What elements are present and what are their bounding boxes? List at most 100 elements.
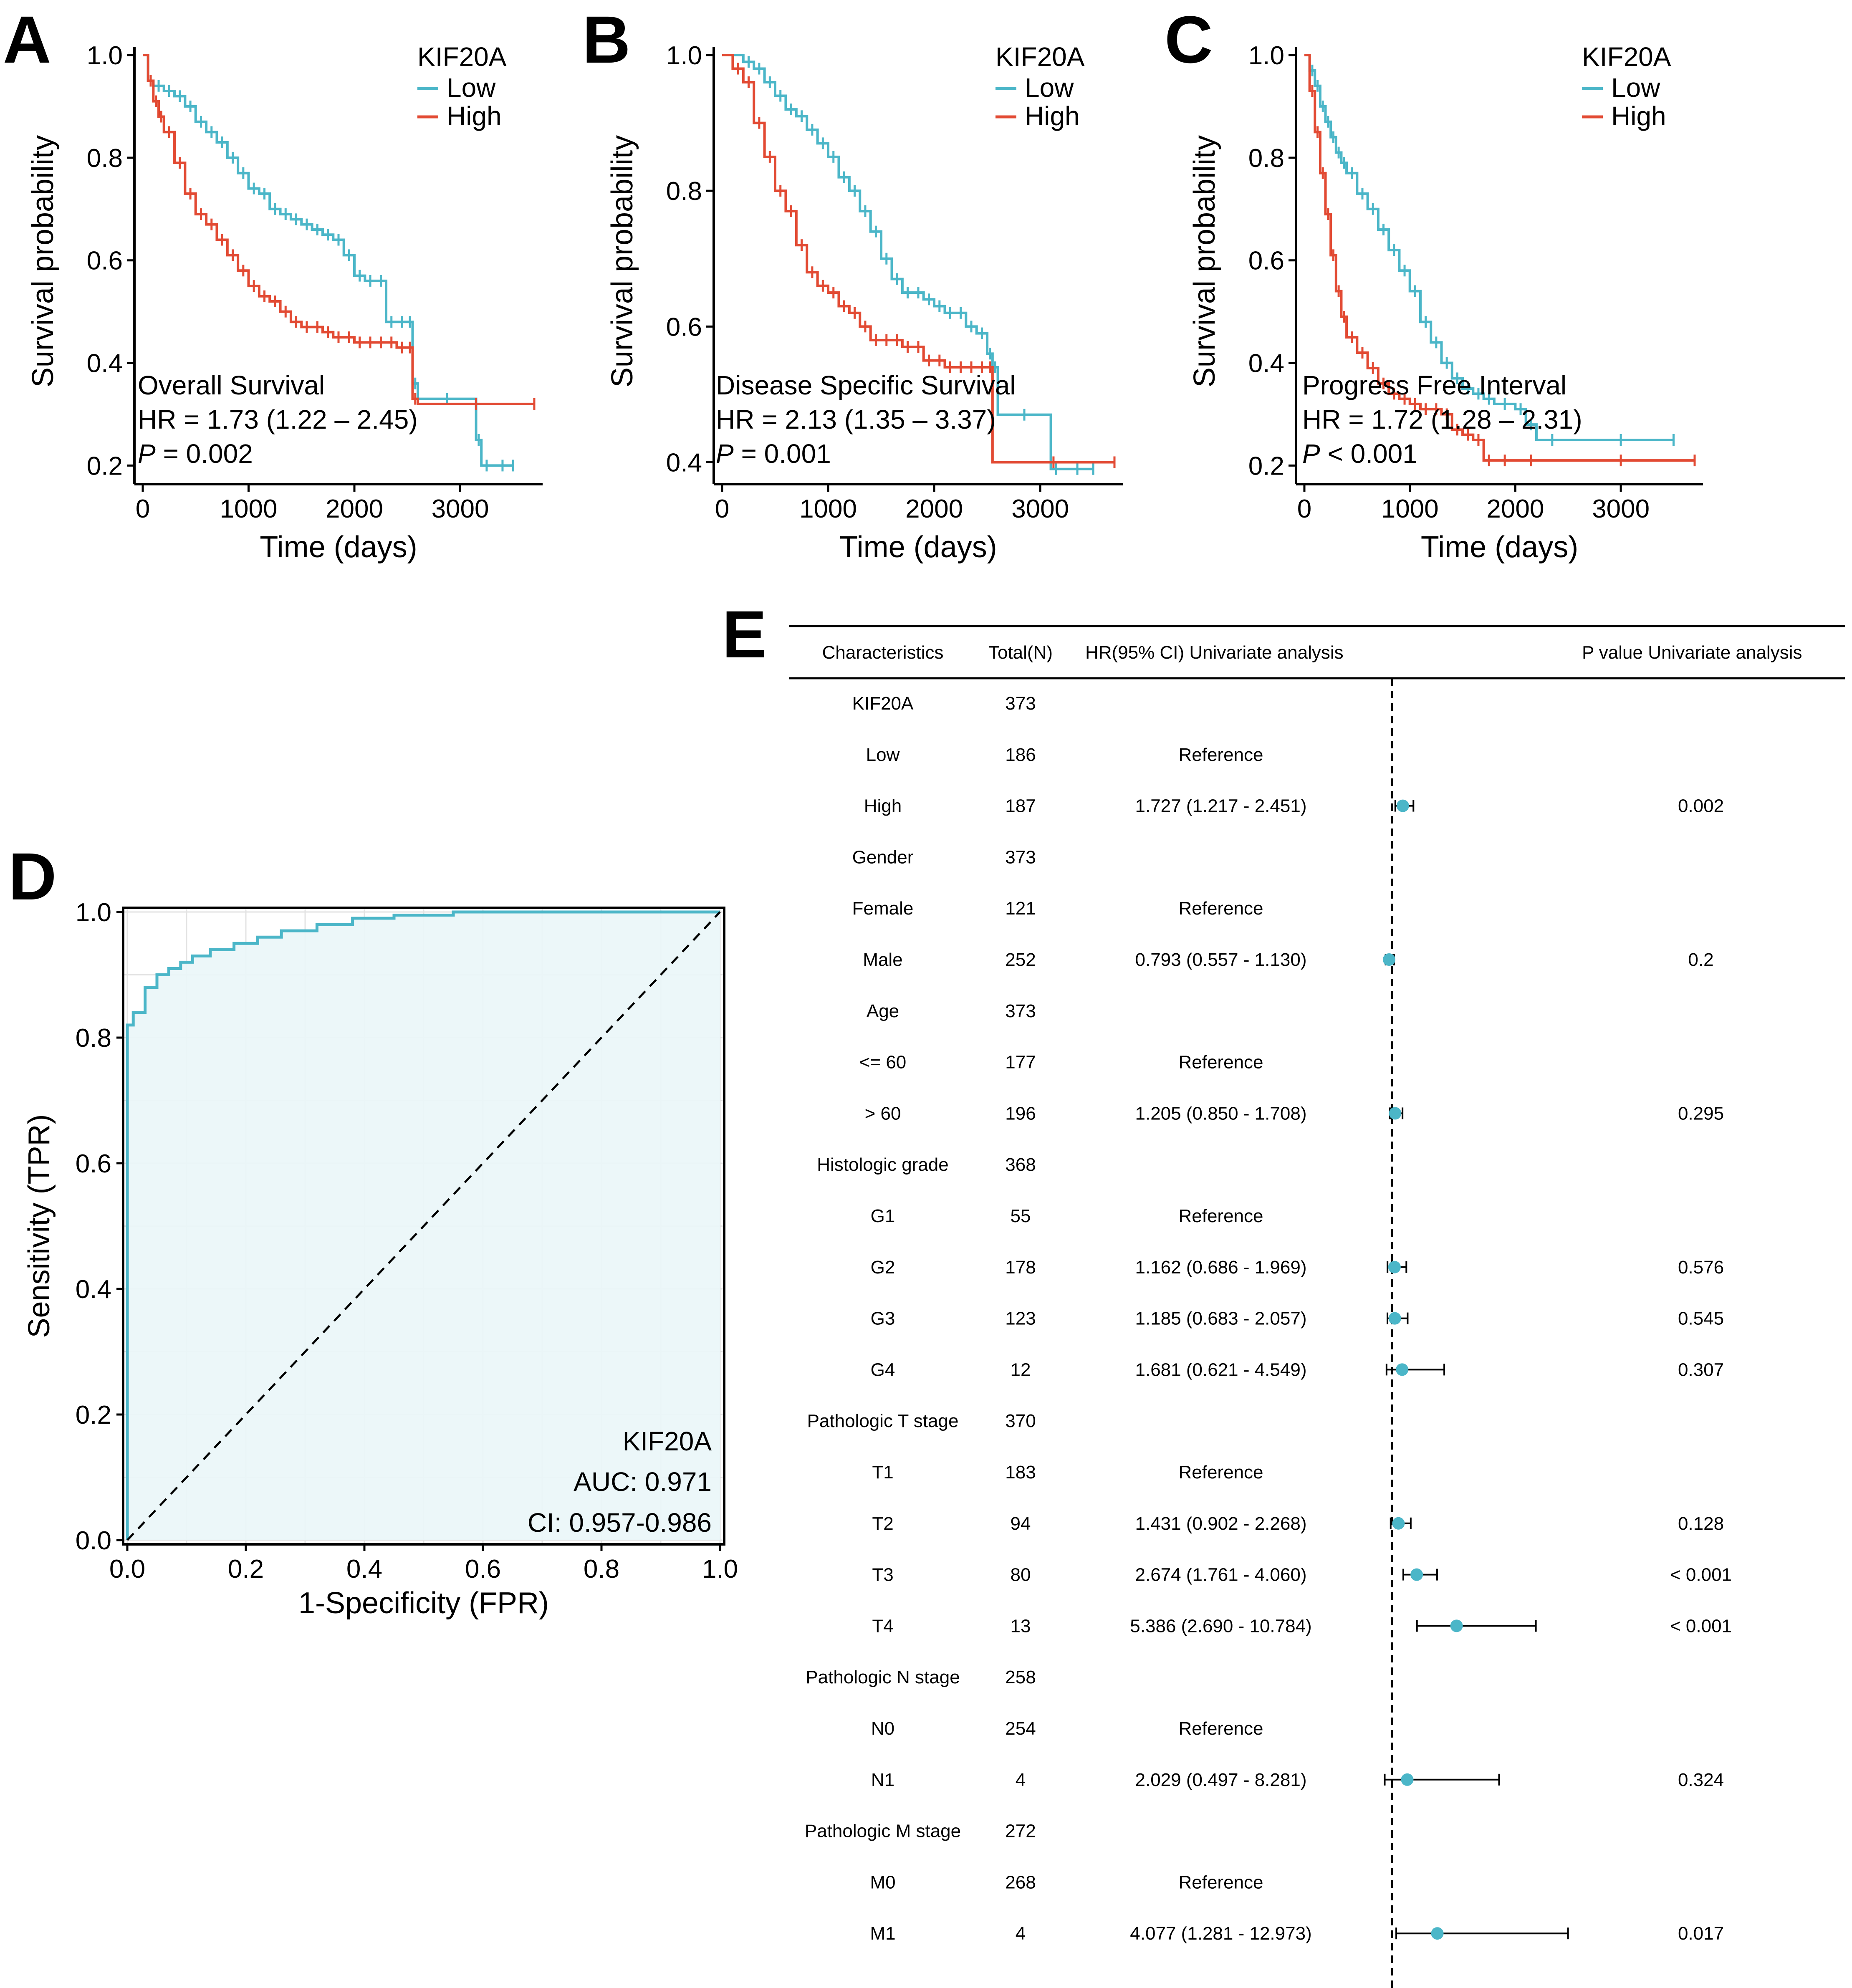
row-total: 12	[1011, 1359, 1031, 1380]
row-p-value: 0.295	[1678, 1103, 1724, 1124]
row-hr: 1.205 (0.850 - 1.708)	[1135, 1103, 1307, 1124]
y-tick-label: 0.8	[1248, 144, 1284, 173]
hazard-ratio-label: HR = 1.72 (1.28 – 2.31)	[1302, 404, 1582, 434]
row-label: T4	[872, 1616, 893, 1636]
roc-curve	[126, 910, 720, 1540]
row-total: 4	[1016, 1923, 1026, 1944]
row-hr: Reference	[1178, 1052, 1263, 1073]
x-tick-label: 1000	[1381, 495, 1439, 523]
legend-label: High	[1025, 101, 1080, 131]
row-hr: Reference	[1178, 745, 1263, 765]
y-tick-label: 0.4	[87, 349, 123, 378]
y-tick-label: 0.6	[76, 1149, 111, 1178]
auc-label: AUC: 0.971	[574, 1467, 712, 1497]
row-total: 373	[1005, 693, 1036, 714]
y-tick-label: 0.4	[1248, 349, 1284, 378]
y-tick-label: 0.8	[666, 177, 702, 206]
row-total: 123	[1005, 1308, 1036, 1329]
hr-point	[1382, 953, 1395, 966]
x-tick-label: 1000	[799, 495, 857, 523]
row-label: N0	[871, 1718, 894, 1739]
row-label: Female	[852, 898, 914, 919]
row-p-value: 0.307	[1678, 1359, 1724, 1380]
legend-title: KIF20A	[417, 42, 507, 72]
hr-point	[1389, 1107, 1402, 1120]
y-tick-label: 0.6	[666, 313, 702, 341]
row-hr: Reference	[1178, 1718, 1263, 1739]
x-tick-label: 0.0	[109, 1555, 145, 1584]
x-tick-label: 2000	[905, 495, 963, 523]
panel-label: D	[8, 839, 57, 914]
x-axis-title: Time (days)	[260, 530, 417, 564]
p-value-label: P < 0.001	[1302, 439, 1417, 469]
row-total: 186	[1005, 745, 1036, 765]
y-tick-label: 1.0	[76, 898, 111, 927]
hr-point	[1401, 1773, 1414, 1786]
x-tick-label: 0.4	[346, 1555, 382, 1584]
x-tick-label: 1.0	[702, 1555, 738, 1584]
y-tick-label: 0.4	[76, 1275, 111, 1304]
forest-table: E Characteristics Total(N) HR(95% CI) Univa…	[722, 597, 1845, 1988]
row-label: G4	[871, 1359, 895, 1380]
x-axis-title: Time (days)	[1421, 530, 1578, 564]
hr-point	[1388, 1312, 1401, 1325]
y-tick-label: 0.8	[76, 1024, 111, 1053]
row-total: 196	[1005, 1103, 1036, 1124]
row-hr: 5.386 (2.690 - 10.784)	[1130, 1616, 1311, 1636]
header-total: Total(N)	[988, 642, 1053, 663]
row-label: Pathologic N stage	[806, 1667, 960, 1687]
hr-point	[1388, 1260, 1401, 1273]
panel-label: E	[722, 597, 767, 672]
y-tick-label: 0.6	[87, 247, 123, 275]
hr-point	[1396, 799, 1409, 812]
hr-point	[1396, 1363, 1409, 1376]
km-panel-C: C 0.2 0.4 0.6 0.8 1.0 0 1000 2000 3000 Time (days)…	[1165, 2, 1703, 564]
p-value-text: < 0.001	[1320, 439, 1417, 469]
y-tick-label: 0.2	[87, 452, 123, 480]
plot-frame	[122, 907, 725, 1546]
hr-point	[1450, 1619, 1463, 1632]
row-total: 178	[1005, 1257, 1036, 1278]
header-p-value: P value Univariate analysis	[1582, 642, 1802, 663]
km-panel-B: B 0.4 0.6 0.8 1.0 0 1000 2000 3000 Time (days) Sur…	[582, 2, 1123, 564]
y-tick-label: 0.2	[1248, 452, 1284, 480]
row-total: 254	[1005, 1718, 1036, 1739]
row-p-value: < 0.001	[1670, 1565, 1732, 1585]
row-label: Pathologic T stage	[807, 1411, 959, 1431]
row-label: High	[864, 796, 902, 816]
row-total: 268	[1005, 1872, 1036, 1892]
y-axis-title: Survival probability	[26, 135, 60, 387]
y-tick-label: 1.0	[87, 41, 123, 70]
x-tick-label: 0	[136, 495, 150, 523]
row-total: 187	[1005, 796, 1036, 816]
row-total: 55	[1011, 1206, 1031, 1226]
y-tick-label: 0.4	[666, 448, 702, 477]
survival-curve-low	[722, 54, 1094, 470]
row-hr: Reference	[1178, 1872, 1263, 1892]
legend-title: KIF20A	[1582, 42, 1671, 72]
row-label: M0	[870, 1872, 895, 1892]
header-hr: HR(95% CI) Univariate analysis	[1085, 642, 1344, 663]
x-tick-label: 0	[1297, 495, 1311, 523]
row-hr: 1.162 (0.686 - 1.969)	[1135, 1257, 1307, 1278]
x-tick-label: 1000	[220, 495, 278, 523]
km-panel-A: A 0.2 0.4 0.6 0.8 1.0 0 1000 2000 3000 Time (days)…	[3, 2, 543, 564]
x-tick-label: 2000	[1486, 495, 1544, 523]
p-value-text: = 0.002	[156, 439, 253, 469]
row-total: 4	[1016, 1770, 1026, 1790]
row-hr: Reference	[1178, 898, 1263, 919]
diagonal-reference-line	[126, 911, 721, 1541]
survival-curve-low	[143, 54, 513, 467]
y-tick-label: 1.0	[666, 41, 702, 70]
survival-type-label: Progress Free Interval	[1302, 370, 1566, 400]
row-hr: 2.674 (1.761 - 4.060)	[1135, 1565, 1307, 1585]
row-total: 370	[1005, 1411, 1036, 1431]
row-label: KIF20A	[852, 693, 914, 714]
row-total: 177	[1005, 1052, 1036, 1073]
row-total: 373	[1005, 847, 1036, 867]
y-tick-label: 0.6	[1248, 247, 1284, 275]
roc-panel: D 0.0 0.2 0.4 0.6 0.8 1.0 0.0 0.2 0.4 0.6 0.8 1.0 1-S…	[8, 839, 738, 1620]
x-tick-label: 0.6	[465, 1555, 501, 1584]
row-total: 80	[1011, 1565, 1031, 1585]
